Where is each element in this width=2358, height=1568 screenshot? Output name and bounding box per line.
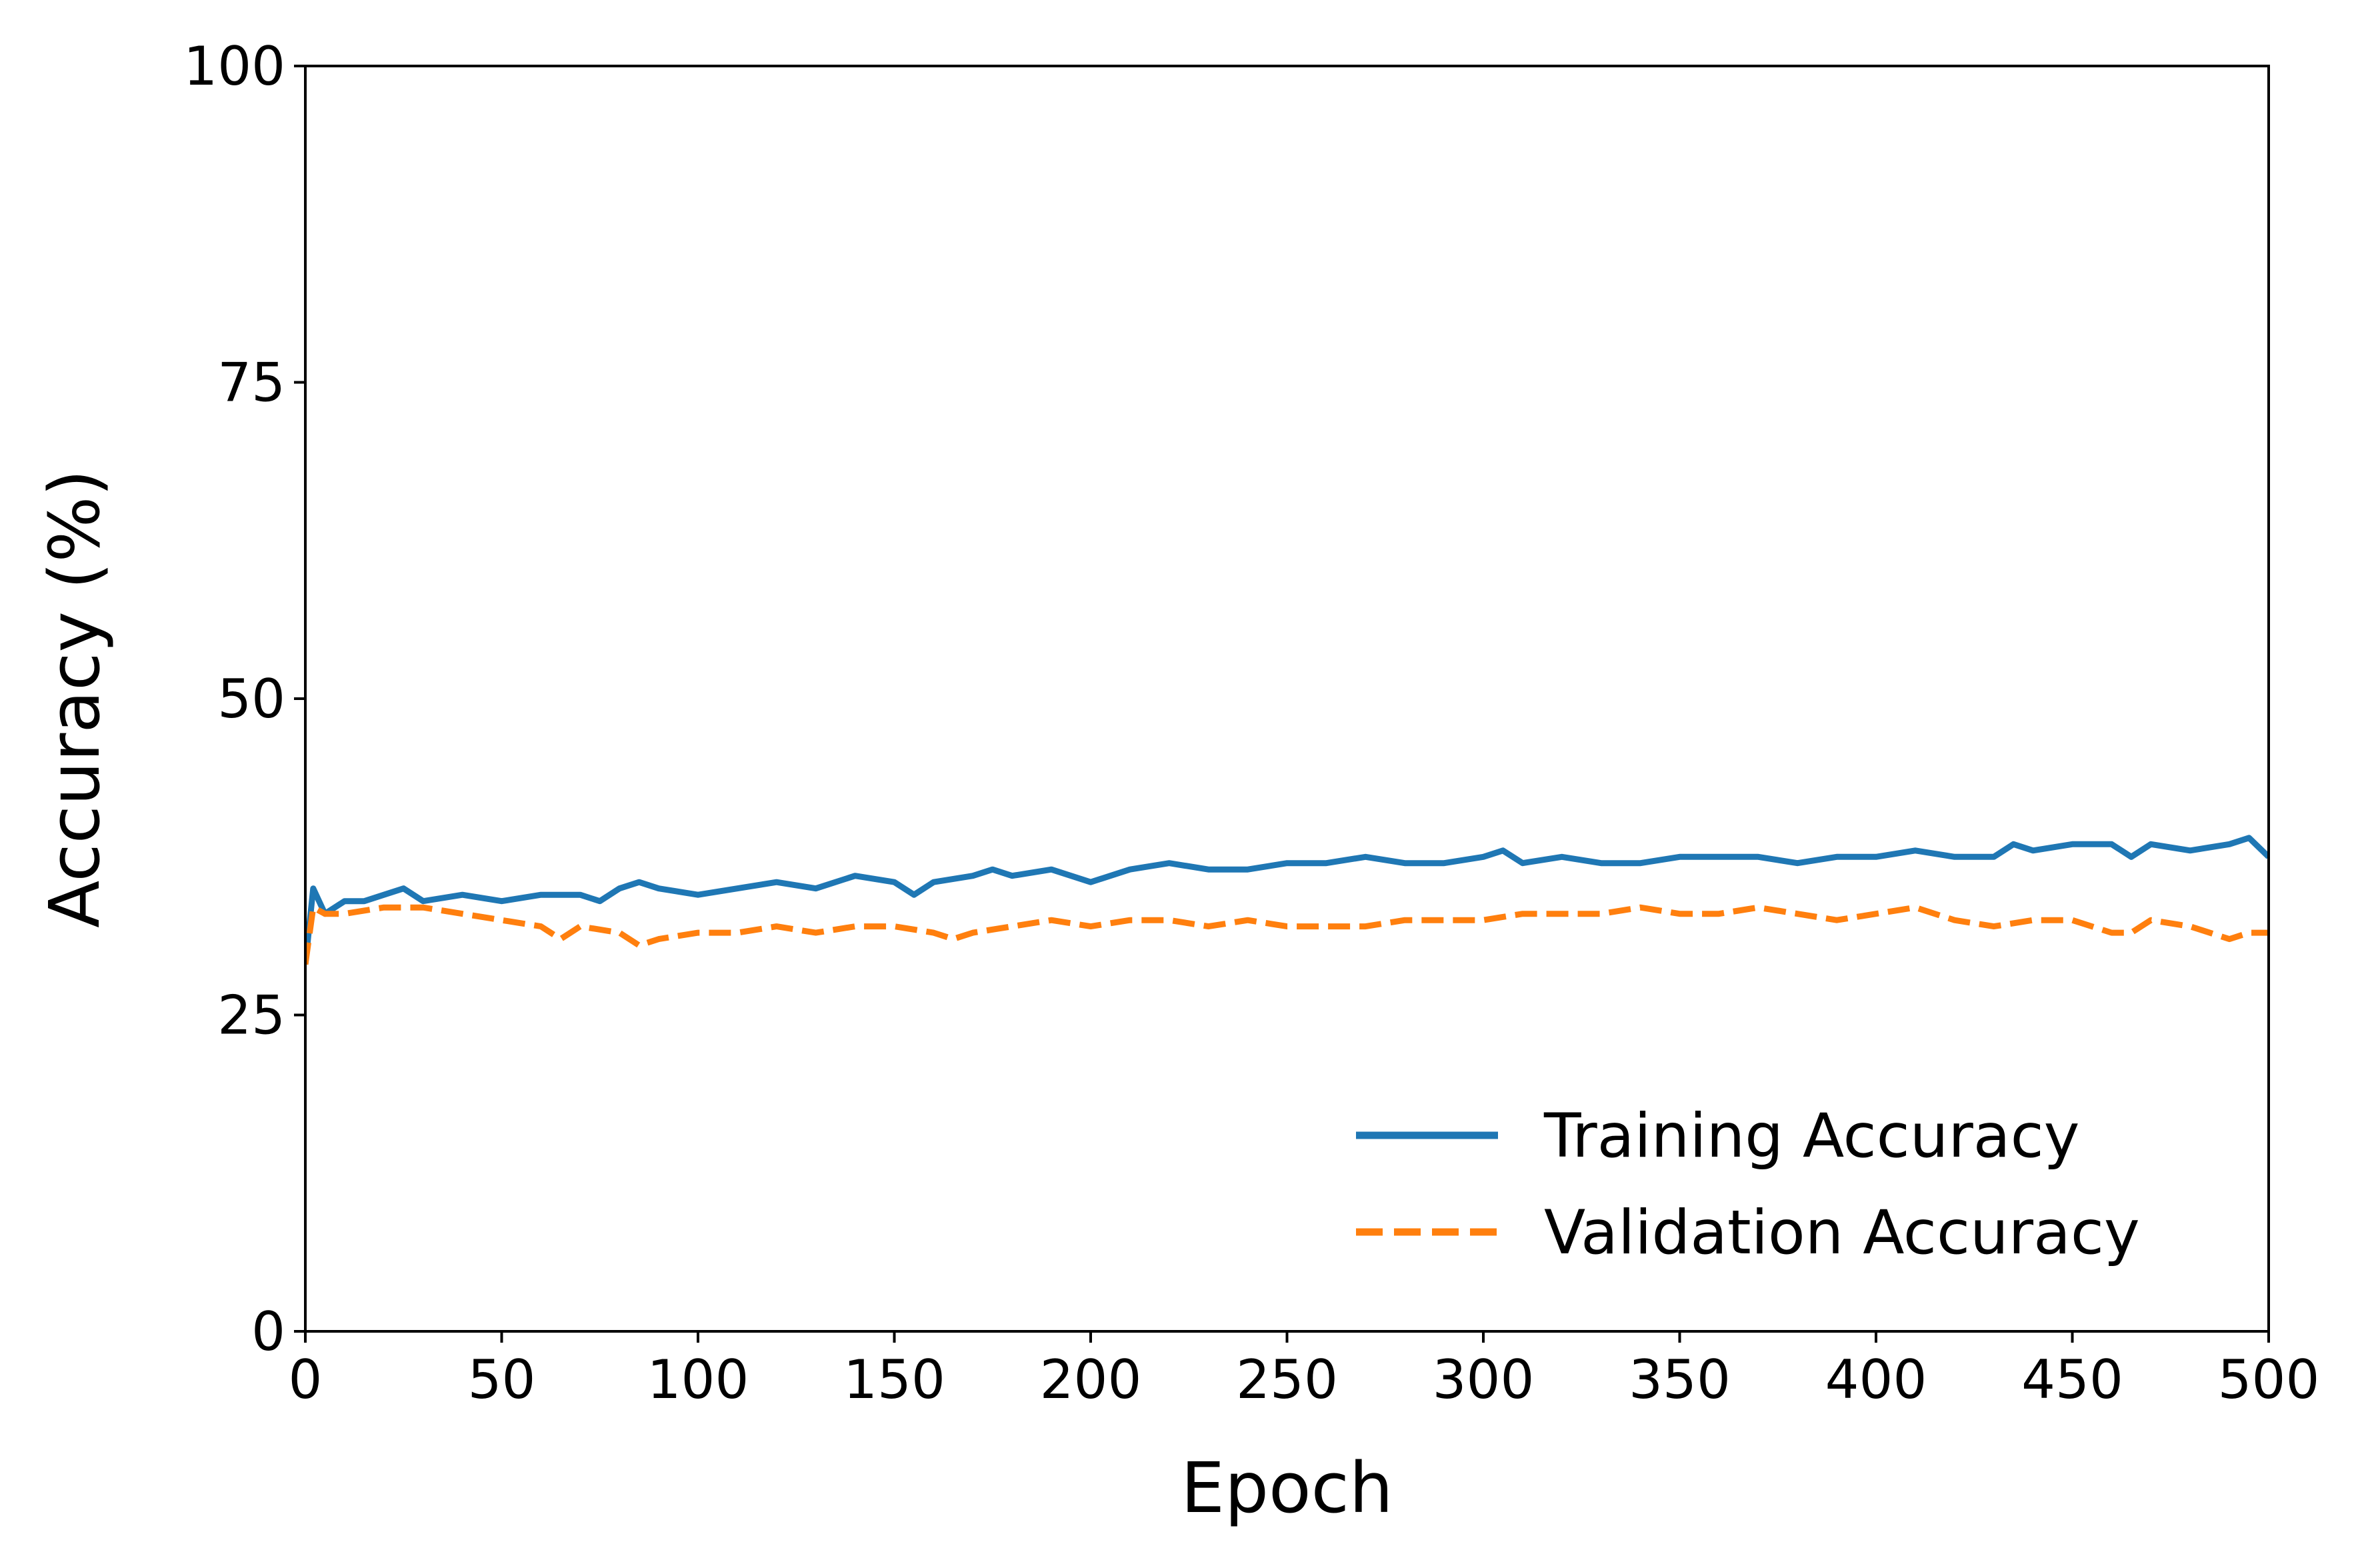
x-tick-label: 500 xyxy=(2218,1349,2320,1411)
series-line-validation-accuracy xyxy=(305,904,2269,965)
y-tick-label: 100 xyxy=(183,35,285,97)
x-tick-label: 450 xyxy=(2021,1349,2123,1411)
legend-label-training-accuracy: Training Accuracy xyxy=(1543,1101,2079,1171)
x-tick-label: 350 xyxy=(1629,1349,1731,1411)
legend: Training Accuracy Validation Accuracy xyxy=(1356,1101,2140,1268)
y-tick-label: 0 xyxy=(251,1301,285,1363)
chart-marks: 0 50 100 150 200 250 300 350 400 450 500 0 25 50 75 100 xyxy=(183,35,2319,1411)
x-tick-label: 400 xyxy=(1825,1349,1927,1411)
x-tick-label: 300 xyxy=(1433,1349,1535,1411)
x-tick-label: 100 xyxy=(647,1349,749,1411)
x-axis-title: Epoch xyxy=(1181,1447,1393,1529)
y-tick-label: 50 xyxy=(217,668,285,730)
series-line-training-accuracy xyxy=(305,835,2269,965)
x-tick-label: 150 xyxy=(843,1349,945,1411)
y-tick-label: 75 xyxy=(217,352,285,414)
x-tick-label: 200 xyxy=(1040,1349,1142,1411)
legend-label-validation-accuracy: Validation Accuracy xyxy=(1544,1198,2140,1268)
x-tick-label: 0 xyxy=(289,1349,323,1411)
x-tick-label: 250 xyxy=(1236,1349,1338,1411)
y-axis-title: Accuracy (%) xyxy=(34,469,115,928)
y-tick-label: 25 xyxy=(217,985,285,1047)
x-tick-label: 50 xyxy=(468,1349,536,1411)
